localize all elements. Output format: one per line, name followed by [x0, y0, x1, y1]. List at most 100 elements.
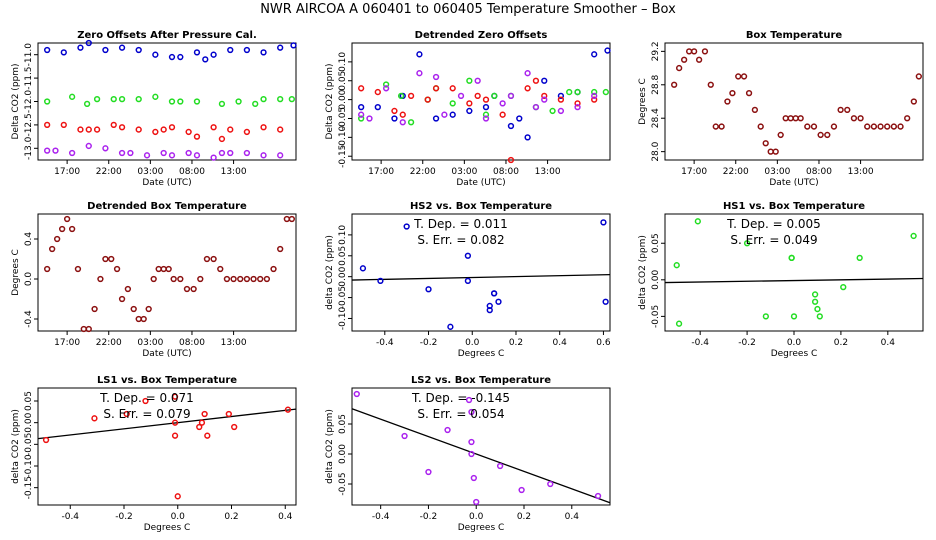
p4-point-box — [74, 265, 82, 273]
p2-x-axis-label: Date (UTC) — [456, 178, 505, 188]
p4-point-box — [118, 295, 126, 303]
p2-point-ls1 — [407, 92, 415, 99]
p7-point-ls1 — [174, 493, 181, 500]
p3-point-box — [729, 89, 736, 97]
p4-y-axis-label: Degrees C — [11, 249, 21, 296]
p1-point-hs2 — [60, 49, 67, 56]
p5-point-hs2 — [486, 302, 493, 310]
p2-point-ls1 — [432, 85, 440, 92]
p2-point-ls2 — [557, 107, 565, 115]
p4-point-box — [165, 265, 172, 273]
p1-point-ls2 — [118, 149, 126, 157]
p3-point-box — [897, 123, 904, 130]
p6-point-hs1 — [814, 305, 821, 313]
p2-point-hs2 — [358, 104, 365, 111]
p8-x-tick-label: -0.4 — [372, 512, 390, 522]
p4-y-tick-label: 0.4 — [24, 232, 34, 247]
p8-point-ls2 — [473, 498, 480, 506]
p8-point-ls2 — [496, 462, 504, 470]
p1-point-ls2 — [85, 142, 92, 150]
p6-y-tick-label: 0.05 — [651, 233, 661, 253]
p5-point-hs2 — [464, 277, 472, 285]
p2-y-tick-label: -0.05 — [338, 107, 348, 130]
p6-point-hs1 — [811, 298, 819, 305]
p6-point-hs1 — [675, 320, 683, 327]
p6-x-axis-label: Degrees C — [771, 349, 818, 359]
p7-point-ls1 — [171, 432, 179, 439]
p1-y-tick-label: -11.5 — [24, 66, 34, 89]
p1-point-ls2 — [193, 152, 201, 159]
p1-point-ls1 — [210, 124, 217, 131]
p1-point-hs2 — [77, 44, 84, 51]
p6-point-hs1 — [694, 218, 701, 225]
p8-x-axis-label: Degrees C — [458, 523, 505, 533]
p6-point-hs1 — [788, 254, 795, 262]
p7-point-ls1 — [91, 415, 98, 422]
p1-point-hs2 — [193, 49, 201, 56]
p1-point-ls2 — [143, 152, 151, 159]
p3-y-tick-label: 29.2 — [651, 41, 661, 61]
p7-y-tick-label: -0.10 — [24, 454, 34, 478]
p2-point-hs1 — [358, 115, 365, 122]
p2-point-hs2 — [374, 104, 381, 111]
p1-point-ls1 — [193, 133, 201, 140]
p3-point-box — [777, 131, 784, 139]
p4-point-box — [80, 325, 87, 333]
p1-point-ls2 — [44, 147, 51, 154]
p1-point-hs1 — [277, 96, 284, 103]
p1-point-hs1 — [260, 96, 267, 103]
page-title: NWR AIRCOA A 060401 to 060405 Temperatur… — [260, 2, 676, 17]
p5-y-tick-label: -0.05 — [338, 286, 348, 309]
p6-point-hs1 — [790, 313, 798, 320]
p1-point-hs1 — [68, 93, 76, 100]
p1-point-ls1 — [135, 126, 142, 133]
p7-x-tick-label: 0.2 — [224, 512, 238, 522]
p5-point-hs2 — [490, 290, 498, 297]
p5-annotation-serr: S. Err. = 0.082 — [417, 233, 504, 247]
p6-point-hs1 — [910, 232, 917, 240]
p3-point-box — [792, 115, 799, 122]
p2-point-ls1 — [482, 96, 490, 103]
p5-y-tick-label: 0.00 — [338, 266, 348, 286]
p1-point-hs2 — [202, 56, 209, 63]
p1-point-ls2 — [218, 149, 226, 157]
p3-point-box — [830, 123, 838, 130]
p3-point-box — [837, 106, 844, 114]
p7-y-tick-label: -0.15 — [24, 476, 34, 499]
p4-point-box — [44, 265, 51, 273]
p8-point-ls2 — [470, 474, 477, 482]
p1-point-ls2 — [168, 152, 176, 159]
p8-x-tick-label: 0.2 — [517, 512, 531, 522]
p1-point-ls2 — [243, 149, 251, 157]
p2-point-hs2 — [482, 104, 490, 111]
p1-point-hs2 — [227, 46, 234, 54]
p3-y-tick-label: 28.4 — [651, 108, 661, 128]
p6-chart-title: HS1 vs. Box Temperature — [723, 201, 865, 212]
p2-y-tick-label: -0.10 — [338, 125, 348, 149]
p8-x-tick-label: -0.2 — [420, 512, 438, 522]
p5-x-tick-label: 0.4 — [553, 338, 568, 348]
p3-x-axis-label: Date (UTC) — [769, 178, 818, 188]
p8-point-ls2 — [594, 492, 602, 500]
p6-x-tick-label: 0.0 — [787, 338, 802, 348]
p4-point-box — [183, 285, 191, 293]
p1-y-tick-label: -12.5 — [24, 113, 34, 136]
p2-y-tick-label: 0.05 — [338, 71, 348, 91]
p3-point-box — [680, 56, 688, 63]
p2-y-tick-label: 0.00 — [338, 89, 348, 109]
p4-point-box — [140, 315, 147, 323]
p4-point-box — [85, 325, 92, 333]
p4-point-box — [217, 265, 224, 273]
p1-point-ls1 — [185, 128, 192, 136]
p3-point-box — [695, 56, 703, 63]
p1-point-ls1 — [118, 124, 126, 131]
p2-point-ls1 — [532, 77, 540, 84]
p7-point-ls1 — [42, 436, 50, 444]
p4-x-tick-label: 17:00 — [54, 338, 80, 348]
p3-point-box — [671, 81, 678, 88]
p7-y-tick-label: -0.05 — [24, 433, 34, 456]
p2-x-tick-label: 22:00 — [410, 167, 436, 177]
p2-point-hs1 — [397, 92, 405, 99]
p1-point-ls1 — [85, 126, 92, 133]
p5-y-tick-label: -0.10 — [338, 307, 348, 331]
